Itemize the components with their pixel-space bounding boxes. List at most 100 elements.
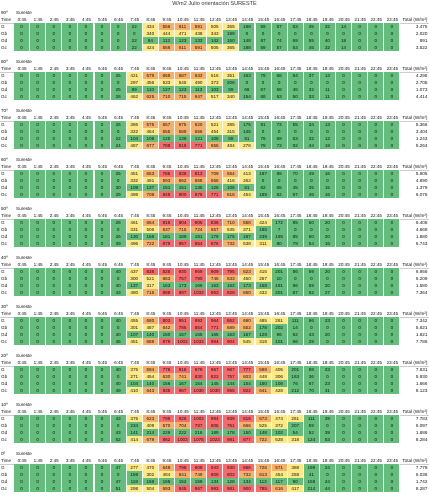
value-cell: 953 <box>207 289 224 296</box>
value-cell: 0 <box>78 478 95 485</box>
time-cell: 9:45 <box>162 360 172 365</box>
value-cell: 0 <box>46 93 63 100</box>
total-cell: 6.408 <box>415 220 428 225</box>
time-cell: 2:45 <box>49 262 59 267</box>
total-cell: 2.705 <box>415 80 428 85</box>
total-header: Total (W/m²) <box>402 164 428 169</box>
table-row: Gd 0 0 0 0 0 0 30 108 137 151 151 135 126 106 81 82 65 45 3… <box>0 184 429 191</box>
value-cell: 0 <box>62 471 79 478</box>
value-cell: 0 <box>62 268 79 275</box>
value-cell: 0 <box>14 387 31 394</box>
time-cell: 14:45 <box>241 66 254 71</box>
time-cell: 5:45 <box>98 360 108 365</box>
time-header: Time <box>1 458 12 463</box>
time-cell: 23:45 <box>386 311 399 316</box>
time-cell: 5:45 <box>98 66 108 71</box>
orientation-label: Sureste <box>16 304 32 309</box>
value-cell: 76 <box>287 380 304 387</box>
row-label: G <box>1 220 5 225</box>
value-cell: 0 <box>368 429 385 436</box>
value-cell: 591 <box>191 23 208 30</box>
value-cell: 0 <box>94 240 111 247</box>
value-cell: 55 <box>287 121 304 128</box>
value-cell: 32 <box>303 86 320 93</box>
value-cell: 0 <box>78 191 95 198</box>
time-cell: 22:45 <box>370 262 382 267</box>
total-cell: 8.284 <box>415 437 428 442</box>
value-cell: 0 <box>336 233 353 240</box>
value-cell: 967 <box>175 387 192 394</box>
value-cell: 0 <box>78 226 95 233</box>
row-label: Gb <box>1 80 8 85</box>
value-cell: 145 <box>239 128 256 135</box>
value-cell: 0 <box>94 289 111 296</box>
time-cell: 23:45 <box>386 262 399 267</box>
value-cell: 722 <box>255 436 272 443</box>
value-cell: 771 <box>191 142 208 149</box>
total-cell: 3.404 <box>415 129 428 134</box>
time-cell: 16:45 <box>273 262 286 267</box>
value-cell: 59 <box>303 422 320 429</box>
value-cell: 16 <box>319 240 336 247</box>
value-cell: 20 <box>319 219 336 226</box>
value-cell: 0 <box>352 275 369 282</box>
value-cell: 22 <box>126 23 143 30</box>
value-cell: 0 <box>352 142 369 149</box>
value-cell: 862 <box>158 436 175 443</box>
value-cell: 0 <box>336 86 353 93</box>
time-cell: 16:45 <box>273 115 286 120</box>
value-cell: 0 <box>319 324 336 331</box>
value-cell: 0 <box>30 44 47 51</box>
value-cell: 0 <box>62 23 79 30</box>
value-cell: 134 <box>207 478 224 485</box>
value-cell: 66 <box>287 338 304 345</box>
time-cell: 13:45 <box>225 409 238 414</box>
value-cell: 0 <box>368 289 385 296</box>
value-cell: 108 <box>207 135 224 142</box>
value-cell: 0 <box>368 219 385 226</box>
table-block: 60º Sureste Time 0:45 1:45 2:45 3:45 4:45 5:45 6:… <box>0 156 429 205</box>
value-cell: 0 <box>336 226 353 233</box>
total-cell: 7.364 <box>415 290 428 295</box>
value-cell: 650 <box>239 289 256 296</box>
time-cell: 21:45 <box>354 409 366 414</box>
value-cell: 78 <box>255 142 272 149</box>
value-cell: 0 <box>94 380 111 387</box>
row-label: Gc <box>1 143 7 148</box>
time-header: Time <box>1 164 12 169</box>
time-cell: 15:45 <box>257 17 270 22</box>
value-cell: 0 <box>94 422 111 429</box>
value-cell: 0 <box>336 135 353 142</box>
value-cell: 141 <box>126 429 143 436</box>
value-cell: 0 <box>14 436 31 443</box>
value-cell: 0 <box>14 275 31 282</box>
total-cell: 4.668 <box>415 227 428 232</box>
angle-label: 80º <box>1 59 8 64</box>
value-cell: 45 <box>303 23 320 30</box>
value-cell: 555 <box>158 128 175 135</box>
value-cell: 0 <box>62 30 79 37</box>
value-cell: 0 <box>46 72 63 79</box>
total-header: Total (W/m²) <box>402 213 428 218</box>
value-cell: 677 <box>142 142 159 149</box>
value-cell: 0 <box>110 30 127 37</box>
time-cell: 19:45 <box>322 458 334 463</box>
value-cell: 214 <box>303 485 320 492</box>
value-cell: 123 <box>175 86 192 93</box>
value-cell: 0 <box>14 268 31 275</box>
total-cell: 6.036 <box>415 472 428 477</box>
value-cell: 0 <box>94 317 111 324</box>
value-cell: 454 <box>271 471 288 478</box>
value-cell: 611 <box>175 23 192 30</box>
value-cell: 785 <box>158 170 175 177</box>
value-cell: 49 <box>303 170 320 177</box>
value-cell: 24 <box>110 142 127 149</box>
value-cell: 53 <box>287 23 304 30</box>
value-cell: 0 <box>46 373 63 380</box>
value-cell: 22 <box>126 37 143 44</box>
table-block: 50º Sureste Time 0:45 1:45 2:45 3:45 4:45 5:45 6:… <box>0 205 429 254</box>
value-cell: 22 <box>126 44 143 51</box>
value-cell: 43 <box>110 429 127 436</box>
value-cell: 0 <box>94 184 111 191</box>
value-cell: 158 <box>303 478 320 485</box>
